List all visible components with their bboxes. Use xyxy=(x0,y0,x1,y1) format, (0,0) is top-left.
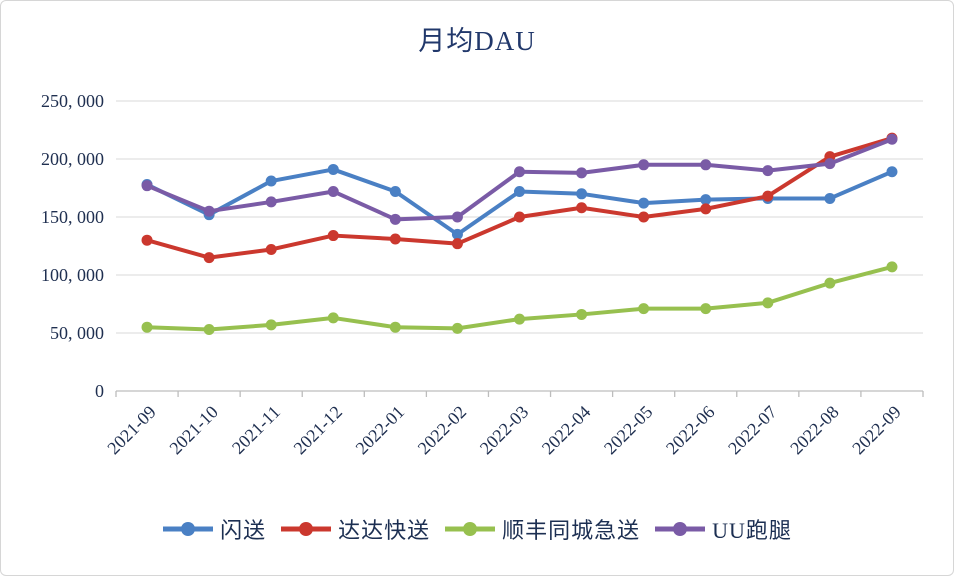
series-dada-kuaisong-point xyxy=(327,230,339,242)
x-tick-label: 2021-12 xyxy=(290,402,347,459)
series-dada-kuaisong-point xyxy=(762,190,774,202)
series-uu-paotui-line xyxy=(145,137,894,222)
y-tick-label: 100, 000 xyxy=(41,265,104,285)
series-sf-intracity-point xyxy=(203,324,215,336)
x-tick-label: 2022-04 xyxy=(538,402,595,459)
series-sf-intracity-point xyxy=(886,261,898,273)
series-sf-intracity-point xyxy=(762,297,774,309)
series-uu-paotui-point xyxy=(762,165,774,177)
series-shansong-point xyxy=(824,192,836,204)
y-tick-label: 150, 000 xyxy=(41,207,104,227)
legend-label-sf-intracity: 顺丰同城急送 xyxy=(502,518,641,543)
series-dada-kuaisong-point xyxy=(700,203,712,215)
legend-label-shansong: 闪送 xyxy=(220,518,267,543)
series-dada-kuaisong-point xyxy=(451,238,463,250)
x-tick-label: 2022-02 xyxy=(414,402,471,459)
series-dada-kuaisong-point xyxy=(141,234,153,246)
y-tick-label: 200, 000 xyxy=(41,149,104,169)
series-uu-paotui-point xyxy=(327,185,339,197)
series-shansong-point xyxy=(576,188,588,200)
legend-item-sf-intracity: 顺丰同城急送 xyxy=(444,513,640,545)
legend-label-dada-kuaisong: 达达快送 xyxy=(338,518,431,543)
series-sf-intracity-point xyxy=(514,313,525,325)
series-uu-paotui-point xyxy=(514,166,525,178)
series-shansong-point xyxy=(265,175,277,187)
series-uu-paotui-point xyxy=(451,211,463,223)
series-sf-intracity-point xyxy=(824,277,836,289)
chart-legend: 闪送 达达快送 顺丰同城急送 UU跑腿 xyxy=(1,513,953,545)
line-chart-plot-area: 0 50, 000 100, 000 150, 000 200, 000 250, 000… xyxy=(41,91,924,459)
y-tick-label: 50, 000 xyxy=(50,323,104,343)
series-sf-intracity-point xyxy=(576,308,588,320)
series-uu-paotui-point xyxy=(638,159,650,171)
legend-item-dada-kuaisong: 达达快送 xyxy=(280,513,430,545)
legend-marker-sf-intracity xyxy=(445,522,496,536)
x-tick-label: 2021-09 xyxy=(103,402,160,459)
x-tick-label: 2022-01 xyxy=(352,402,409,459)
series-shansong-point xyxy=(638,197,650,209)
series-sf-intracity-point xyxy=(389,321,401,333)
series-dada-kuaisong-point xyxy=(514,211,525,223)
series-uu-paotui-point xyxy=(265,196,277,208)
legend-marker-dada-kuaisong xyxy=(281,522,332,536)
series-uu-paotui-point xyxy=(824,158,836,170)
series-sf-intracity-point xyxy=(451,322,463,334)
legend-item-uu-paotui: UU跑腿 xyxy=(654,513,792,545)
x-tick-label: 2021-10 xyxy=(165,402,222,459)
chart-title: 月均DAU xyxy=(418,26,536,56)
series-shansong-point xyxy=(451,228,463,240)
series-dada-kuaisong-point xyxy=(203,252,215,264)
series-uu-paotui-point xyxy=(700,159,712,171)
series-sf-intracity-point xyxy=(700,303,712,315)
series-sf-intracity-point xyxy=(327,312,339,324)
legend-marker-uu-paotui xyxy=(655,522,706,536)
series-uu-paotui-point xyxy=(389,213,401,225)
series-shansong-point xyxy=(389,185,401,197)
series-dada-kuaisong-point xyxy=(265,243,277,255)
series-uu-paotui-point xyxy=(141,180,153,192)
legend-marker-shansong xyxy=(163,522,214,536)
legend-label-uu-paotui: UU跑腿 xyxy=(712,518,792,543)
series-uu-paotui-point xyxy=(576,167,588,179)
series-sf-intracity-point xyxy=(638,303,650,315)
series-shansong-point xyxy=(514,185,525,197)
series-dada-kuaisong-point xyxy=(389,233,401,245)
series-shansong-point xyxy=(886,166,898,178)
x-tick-label: 2021-11 xyxy=(228,402,284,458)
y-tick-label: 0 xyxy=(95,381,104,401)
series-dada-kuaisong-point xyxy=(576,202,588,214)
x-tick-label: 2022-05 xyxy=(600,402,657,459)
series-shansong-point xyxy=(700,194,712,206)
x-tick-label: 2022-06 xyxy=(662,402,719,459)
series-shansong-point xyxy=(327,163,339,175)
series-uu-paotui-point xyxy=(203,205,215,217)
series-sf-intracity-point xyxy=(265,319,277,331)
x-tick-label: 2022-09 xyxy=(848,402,905,459)
x-tick-label: 2022-03 xyxy=(476,402,533,459)
series-sf-intracity-point xyxy=(141,321,153,333)
y-tick-label: 250, 000 xyxy=(41,91,104,111)
legend-item-shansong: 闪送 xyxy=(162,513,266,545)
series-dada-kuaisong-point xyxy=(638,211,650,223)
x-tick-label: 2022-08 xyxy=(786,402,843,459)
x-tick-label: 2022-07 xyxy=(724,402,781,459)
series-uu-paotui-point xyxy=(886,133,898,145)
